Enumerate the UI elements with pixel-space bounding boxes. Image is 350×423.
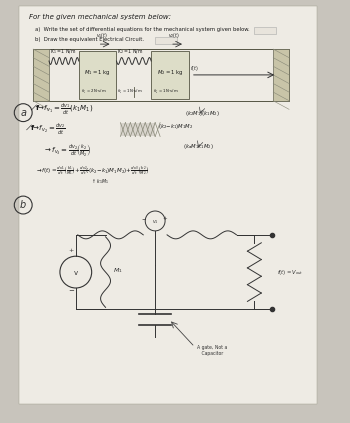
Bar [120,123,155,137]
Text: $K_2=1$ N/m: $K_2=1$ N/m [118,47,144,56]
Text: $f_{v_3}=1$ N·s/m: $f_{v_3}=1$ N·s/m [153,88,179,96]
Bar [273,49,289,101]
Text: $v_2(t)$: $v_2(t)$ [168,31,180,40]
Text: $\mathbf{\not\!f}\!\!\rightarrow\! f_{v_1} = \frac{dv_1}{dt}(k_1 M_1)$: $\mathbf{\not\!f}\!\!\rightarrow\! f_{v_… [31,101,93,117]
FancyBboxPatch shape [19,6,317,404]
Text: a)  Write the set of differential equations for the mechanical system given belo: a) Write the set of differential equatio… [35,27,250,32]
Text: −: − [141,216,146,221]
Text: +: + [68,248,74,253]
Text: $M_2=1$ kg: $M_2=1$ kg [157,69,183,77]
Text: $f_{v_1}=2$ N·s/m: $f_{v_1}=2$ N·s/m [81,88,106,96]
Text: $\uparrow k_1 M_1$: $\uparrow k_1 M_1$ [91,177,109,186]
Text: v: v [74,270,78,276]
Text: a: a [20,107,26,118]
Text: b)  Draw the equivalent Electrical Circuit.: b) Draw the equivalent Electrical Circui… [35,37,144,42]
Text: $f(t)$: $f(t)$ [190,64,198,73]
Text: $v_1$: $v_1$ [152,218,159,226]
Text: $(k_2 M_1)(k_1 M_2)$: $(k_2 M_1)(k_1 M_2)$ [185,109,220,118]
Text: $v_1(t)$: $v_1(t)$ [96,31,108,40]
Bar [33,49,289,101]
Text: $f(t)=V_{out}$: $f(t)=V_{out}$ [277,268,303,277]
Bar [33,49,49,101]
Text: $K_1=1$ N/m: $K_1=1$ N/m [50,47,76,56]
Text: $\mathbf{\not\!f}\!\!\rightarrow\! f_{v_2} = \frac{dv_2}{dt}$: $\mathbf{\not\!f}\!\!\rightarrow\! f_{v_… [26,121,66,137]
Text: A gate, Not a
   Capacitor: A gate, Not a Capacitor [197,345,227,356]
Text: b: b [20,200,26,210]
Text: $\rightarrow f(t)= \frac{dv_1}{dt}\!\left(\frac{k_1}{M_1}\right)\!+\!\frac{dv_2}: $\rightarrow f(t)= \frac{dv_1}{dt}\!\lef… [35,164,150,177]
Text: $M_1$: $M_1$ [113,266,123,275]
Text: +: + [163,216,167,221]
Text: $M_1=1$ kg: $M_1=1$ kg [84,69,111,77]
Text: $\rightarrow f_{v_3}= \frac{dv_2}{dt}\!\left(\frac{k_2}{M_2}\right)$: $\rightarrow f_{v_3}= \frac{dv_2}{dt}\!\… [43,142,92,158]
Bar [254,27,276,34]
Bar [151,51,189,99]
Text: $(k_a M_1 k_1 M_2)$: $(k_a M_1 k_1 M_2)$ [183,143,214,151]
Bar [155,37,177,44]
Text: For the given mechanical system below:: For the given mechanical system below: [29,14,171,20]
Text: $f_{v_2}=1$ N·s/m: $f_{v_2}=1$ N·s/m [118,88,143,96]
Bar [79,51,117,99]
Text: −: − [68,288,74,294]
Text: $(k_2\!-\!k_1)M_1 M_2$: $(k_2\!-\!k_1)M_1 M_2$ [158,121,194,131]
